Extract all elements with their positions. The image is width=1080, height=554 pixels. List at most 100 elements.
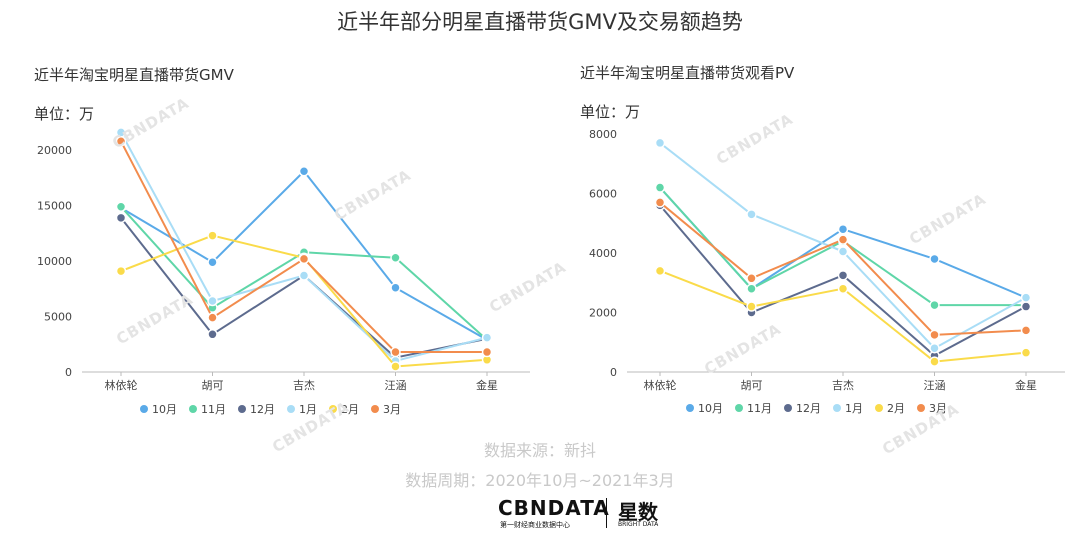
right-chart-subtitle: 近半年淘宝明星直播带货观看PV [580,64,795,82]
y-tick-label: 4000 [589,247,617,260]
data-point [1020,325,1032,336]
y-tick-label: 20000 [37,144,72,157]
legend-label: 2月 [341,403,359,416]
brand-logo: CBNDATA 第一财经商业数据中心 星数 BRIGHT DATA [498,496,678,536]
data-period: 数据周期：2020年10月~2021年3月 [405,471,675,490]
x-category-label: 林依轮 [644,378,677,392]
data-point [929,299,940,311]
legend-label: 11月 [747,402,772,415]
x-category-label: 吉杰 [832,379,854,392]
logo-divider [606,498,607,528]
legend-item: 1月 [833,400,863,416]
x-category-label: 汪涵 [385,378,407,392]
y-tick-label: 15000 [37,200,72,213]
legend-label: 10月 [152,403,177,416]
x-category-label: 吉杰 [293,379,315,392]
x-category-label: 胡可 [202,378,224,392]
data-point [837,234,849,245]
right-chart-unit: 单位：万 [580,103,641,121]
page-title: 近半年部分明星直播带货GMV及交易额趋势 [337,10,743,34]
data-point [298,166,310,177]
data-point [837,270,849,281]
brightdata-logo-subtext: BRIGHT DATA [618,521,659,528]
data-point [746,301,757,312]
y-tick-label: 0 [65,366,72,379]
data-point [654,137,666,149]
cbndata-logo-text: CBNDATA [498,496,610,520]
data-point [390,282,401,293]
data-point [654,197,666,208]
legend-item: 3月 [917,400,947,416]
data-point [929,329,940,341]
data-point [837,223,849,235]
legend-marker [833,404,841,412]
data-point [1020,347,1032,358]
y-tick-label: 5000 [44,311,72,324]
data-point [929,342,940,354]
legend-marker [735,404,743,412]
left-chart-unit: 单位：万 [34,105,95,123]
pv-legend: 10月 11月 12月 1月 2月 3月 [686,400,947,416]
data-point [654,265,666,277]
legend-item: 12月 [784,400,821,416]
legend-item: 10月 [686,400,723,416]
x-category-label: 汪涵 [924,378,946,392]
series-line [120,217,488,359]
pv-line-chart: 0 2000 4000 6000 8000 林依轮 胡可 吉杰 汪涵 金星 [589,128,1065,392]
legend-label: 2月 [887,402,905,415]
data-point [929,356,940,367]
legend-item: 2月 [329,401,359,417]
legend-marker [917,404,925,412]
data-point [746,209,757,220]
data-point [115,136,127,147]
data-point [1020,292,1032,303]
gmv-legend: 10月 11月 12月 1月 2月 3月 [140,401,401,417]
legend-marker [784,404,792,412]
legend-label: 1月 [299,403,317,416]
legend-marker [287,405,295,413]
legend-item: 11月 [735,400,772,416]
legend-item: 1月 [287,401,317,417]
data-point [207,329,218,340]
legend-marker [875,404,883,412]
data-point [481,346,493,358]
data-point [837,246,849,257]
legend-label: 12月 [796,402,821,415]
data-point [115,212,127,224]
y-tick-label: 8000 [589,128,617,141]
legend-item: 3月 [371,401,401,417]
brightdata-logo-text: 星数 [618,500,658,524]
left-chart-subtitle: 近半年淘宝明星直播带货GMV [34,66,234,84]
data-point [298,253,310,265]
data-point [929,253,940,265]
legend-label: 1月 [845,402,863,415]
data-point [1020,301,1032,312]
legend-marker [238,405,246,413]
legend-marker [189,405,197,413]
x-category-label: 胡可 [741,378,763,392]
data-point [654,182,666,193]
x-category-label: 林依轮 [105,378,138,392]
data-point [746,283,757,294]
legend-marker [329,405,337,413]
legend-label: 11月 [201,403,226,416]
legend-marker [371,405,379,413]
y-tick-label: 2000 [589,307,617,320]
data-point [390,346,401,358]
data-point [207,230,218,241]
data-point [390,361,401,372]
legend-item: 2月 [875,400,905,416]
data-point [746,273,757,284]
y-tick-label: 10000 [37,255,72,268]
data-point [207,295,218,307]
legend-item: 11月 [189,401,226,417]
data-point [390,252,401,264]
data-point [298,270,310,281]
legend-label: 10月 [698,402,723,415]
cbndata-logo-subtext: 第一财经商业数据中心 [500,521,570,529]
legend-label: 12月 [250,403,275,416]
legend-item: 10月 [140,401,177,417]
legend-label: 3月 [383,403,401,416]
x-category-label: 金星 [476,378,498,392]
gmv-line-chart: 0 5000 10000 15000 20000 林依轮 胡可 吉杰 汪涵 金星 [37,127,530,392]
